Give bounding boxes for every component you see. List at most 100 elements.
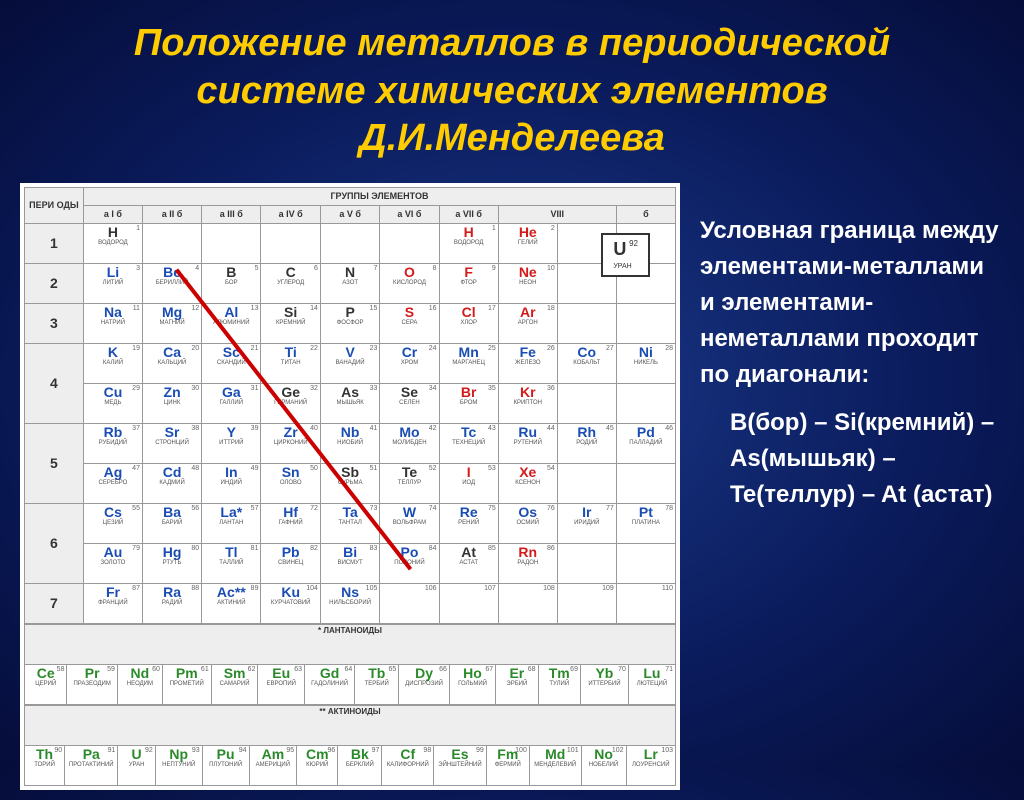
element-cell: 30ZnЦИНК (142, 383, 201, 423)
empty-cell (261, 223, 320, 263)
element-cell: 31GaГАЛЛИЙ (202, 383, 261, 423)
element-cell: 102NoНОБЕЛИЙ (581, 745, 626, 785)
element-cell: 77IrИРИДИЙ (557, 503, 616, 543)
element-cell: 72HfГАФНИЙ (261, 503, 320, 543)
period-number: 7 (25, 583, 84, 623)
element-cell: 101MdМЕНДЕЛЕВИЙ (529, 745, 581, 785)
element-cell: 57La*ЛАНТАН (202, 503, 261, 543)
element-cell: 86RnРАДОН (498, 543, 557, 583)
element-cell: 41NbНИОБИЙ (320, 423, 379, 463)
explanation-text: Условная граница между элементами-металл… (700, 183, 1004, 790)
element-cell: 42MoМОЛИБДЕН (380, 423, 439, 463)
element-cell: 27CoКОБАЛЬТ (557, 343, 616, 383)
element-cell: 17ClХЛОР (439, 303, 498, 343)
element-cell: 2HeГЕЛИЙ (498, 223, 557, 263)
element-cell: 87FrФРАНЦИЙ (83, 583, 142, 623)
element-cell: 91PaПРОТАКТИНИЙ (65, 745, 118, 785)
period-number: 2 (25, 263, 84, 303)
element-cell: 10NeНЕОН (498, 263, 557, 303)
element-cell: 4BeБЕРИЛЛИЙ (142, 263, 201, 303)
element-cell: 39YИТТРИЙ (202, 423, 261, 463)
element-cell: 78PtПЛАТИНА (616, 503, 675, 543)
element-cell: 11NaНАТРИЙ (83, 303, 142, 343)
element-cell: 19KКАЛИЙ (83, 343, 142, 383)
element-cell: 9FФТОР (439, 263, 498, 303)
element-cell: 56BaБАРИЙ (142, 503, 201, 543)
element-cell: 65TbТЕРБИЙ (355, 664, 399, 704)
group-label: а VI б (380, 205, 439, 223)
element-legend: U 92 УРАН (601, 233, 650, 277)
period-number: 6 (25, 503, 84, 583)
group-label: б (616, 205, 675, 223)
element-cell: 48CdКАДМИЙ (142, 463, 201, 503)
element-cell: 109 (557, 583, 616, 623)
element-cell: 61PmПРОМЕТИЙ (162, 664, 211, 704)
element-cell: 49InИНДИЙ (202, 463, 261, 503)
empty-cell (202, 223, 261, 263)
element-cell: 53IИОД (439, 463, 498, 503)
group-label: а VII б (439, 205, 498, 223)
empty-cell (616, 383, 675, 423)
element-cell: 92UУРАН (118, 745, 155, 785)
element-cell: 100FmФЕРМИЙ (486, 745, 529, 785)
element-cell: 18ArАРГОН (498, 303, 557, 343)
element-cell: 80HgРТУТЬ (142, 543, 201, 583)
element-cell: 20CaКАЛЬЦИЙ (142, 343, 201, 383)
element-cell: 35BrБРОМ (439, 383, 498, 423)
element-cell: 98CfКАЛИФОРНИЙ (382, 745, 434, 785)
element-cell: 50SnОЛОВО (261, 463, 320, 503)
element-cell: 105NsНИЛЬСБОРИЙ (320, 583, 379, 623)
element-cell: 82PbСВИНЕЦ (261, 543, 320, 583)
element-cell: 84PoПОЛОНИЙ (380, 543, 439, 583)
element-cell: 79AuЗОЛОТО (83, 543, 142, 583)
empty-cell (320, 223, 379, 263)
element-cell: 88RaРАДИЙ (142, 583, 201, 623)
element-cell: 15PФОСФОР (320, 303, 379, 343)
empty-cell (557, 543, 616, 583)
empty-cell (557, 383, 616, 423)
empty-cell (616, 543, 675, 583)
group-label: а III б (202, 205, 261, 223)
element-cell: 36KrКРИПТОН (498, 383, 557, 423)
slide-content: ПЕРИ ОДЫГРУППЫ ЭЛЕМЕНТОВа I ба II ба III… (0, 173, 1024, 800)
element-cell: 34SeСЕЛЕН (380, 383, 439, 423)
element-cell: 85AtАСТАТ (439, 543, 498, 583)
element-cell: 16SСЕРА (380, 303, 439, 343)
period-number: 1 (25, 223, 84, 263)
element-cell: 43TcТЕХНЕЦИЙ (439, 423, 498, 463)
element-cell: 33AsМЫШЬЯК (320, 383, 379, 423)
element-cell: 75ReРЕНИЙ (439, 503, 498, 543)
group-label: а IV б (261, 205, 320, 223)
group-label: а I б (83, 205, 142, 223)
element-cell: 76OsОСМИЙ (498, 503, 557, 543)
element-cell: 8OКИСЛОРОД (380, 263, 439, 303)
element-cell: 38SrСТРОНЦИЙ (142, 423, 201, 463)
element-cell: 74WВОЛЬФРАМ (380, 503, 439, 543)
element-cell: 96CmКЮРИЙ (297, 745, 338, 785)
element-cell: 46PdПАЛЛАДИЙ (616, 423, 675, 463)
element-cell: 68ErЭРБИЙ (496, 664, 538, 704)
empty-cell (616, 463, 675, 503)
element-cell: 67HoГОЛЬМИЙ (449, 664, 495, 704)
period-number: 4 (25, 343, 84, 423)
element-cell: 25MnМАРГАНЕЦ (439, 343, 498, 383)
element-cell: 3LiЛИТИЙ (83, 263, 142, 303)
element-cell: 23VВАНАДИЙ (320, 343, 379, 383)
element-cell: 94PuПЛУТОНИЙ (202, 745, 249, 785)
series-label: ** АКТИНОИДЫ (25, 705, 676, 745)
group-label: VIII (498, 205, 616, 223)
element-cell: 71LuЛЮТЕЦИЙ (628, 664, 675, 704)
element-cell: 97BkБЕРКЛИЙ (338, 745, 382, 785)
element-cell: 1HВОДОРОД (439, 223, 498, 263)
element-cell: 93NpНЕПТУНИЙ (155, 745, 202, 785)
element-cell: 62SmСАМАРИЙ (211, 664, 258, 704)
element-cell: 5BБОР (202, 263, 261, 303)
empty-cell (616, 303, 675, 343)
element-cell: 66DyДИСПРОЗИЙ (399, 664, 450, 704)
element-cell: 1HВОДОРОД (83, 223, 142, 263)
element-cell: 52TeТЕЛЛУР (380, 463, 439, 503)
groups-header: ГРУППЫ ЭЛЕМЕНТОВ (83, 187, 675, 205)
element-cell: 29CuМЕДЬ (83, 383, 142, 423)
element-cell: 47AgСЕРЕБРО (83, 463, 142, 503)
element-cell: 28NiНИКЕЛЬ (616, 343, 675, 383)
